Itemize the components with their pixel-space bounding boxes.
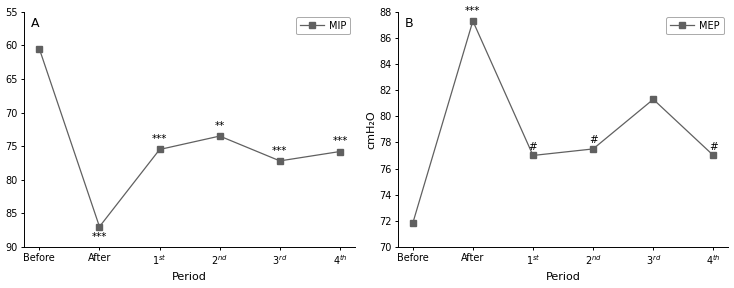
X-axis label: Period: Period xyxy=(545,272,581,283)
Text: B: B xyxy=(404,16,413,30)
Text: ***: *** xyxy=(92,232,107,242)
Text: ***: *** xyxy=(333,136,348,146)
Text: ***: *** xyxy=(465,6,481,16)
Text: #: # xyxy=(709,141,718,151)
Text: #: # xyxy=(589,135,597,145)
Legend: MIP: MIP xyxy=(296,17,350,35)
Legend: MEP: MEP xyxy=(666,17,724,35)
Text: A: A xyxy=(31,16,40,30)
X-axis label: Period: Period xyxy=(172,272,207,283)
Text: **: ** xyxy=(214,121,225,131)
Y-axis label: cmH₂O: cmH₂O xyxy=(366,110,376,149)
Text: ***: *** xyxy=(152,134,167,144)
Text: #: # xyxy=(528,141,537,151)
Text: ***: *** xyxy=(272,145,288,156)
